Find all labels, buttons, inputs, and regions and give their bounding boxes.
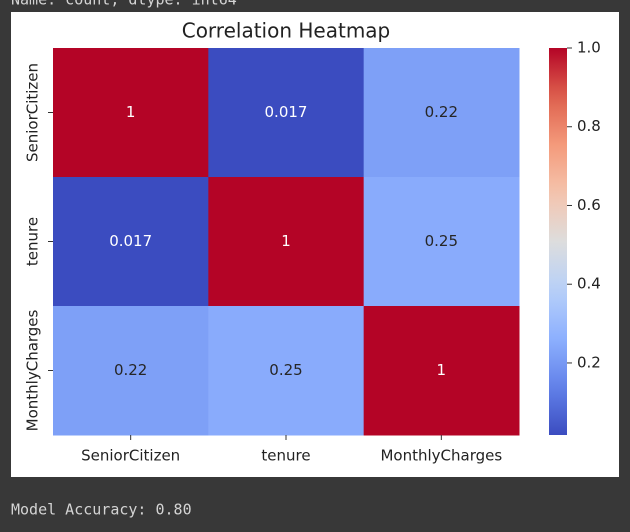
y-tick-label: tenure (24, 217, 42, 266)
heatmap-cell (208, 48, 365, 178)
colorbar-tick-label: 0.6 (577, 196, 601, 214)
chart-title: Correlation Heatmap (182, 19, 391, 43)
x-tick-label: SeniorCitizen (81, 447, 180, 465)
heatmap-cell (363, 177, 520, 307)
y-tick-label: MonthlyCharges (24, 309, 42, 431)
y-tick-label: SeniorCitizen (24, 63, 42, 162)
cell-label: 0.25 (425, 232, 458, 250)
cell-label: 1 (126, 103, 136, 121)
x-tick-label: tenure (261, 447, 310, 465)
colorbar-tick-label: 0.2 (577, 353, 601, 371)
cell-label: 1 (281, 232, 291, 250)
heatmap-cell (53, 48, 209, 178)
heatmap-cell (53, 177, 209, 307)
colorbar-tick-label: 0.8 (577, 117, 601, 135)
heatmap-cell (53, 306, 209, 436)
heatmap-cell (363, 306, 520, 436)
cell-label: 0.22 (114, 361, 147, 379)
cell-label: 1 (437, 361, 447, 379)
colorbar-tick-label: 0.4 (577, 275, 601, 293)
x-tick-label: MonthlyCharges (380, 447, 502, 465)
cell-label: 0.25 (269, 361, 302, 379)
cell-label: 0.017 (265, 103, 308, 121)
cell-label: 0.017 (109, 232, 152, 250)
heatmap-cell (208, 306, 365, 436)
colorbar (549, 48, 567, 435)
heatmap-cell (363, 48, 520, 178)
colorbar-tick-label: 1.0 (577, 39, 601, 57)
heatmap-cell (208, 177, 365, 307)
output-text: Name: count, dtype: int64 (11, 0, 237, 9)
cell-label: 0.22 (425, 103, 458, 121)
output-text: Model Accuracy: 0.80 (11, 501, 192, 519)
